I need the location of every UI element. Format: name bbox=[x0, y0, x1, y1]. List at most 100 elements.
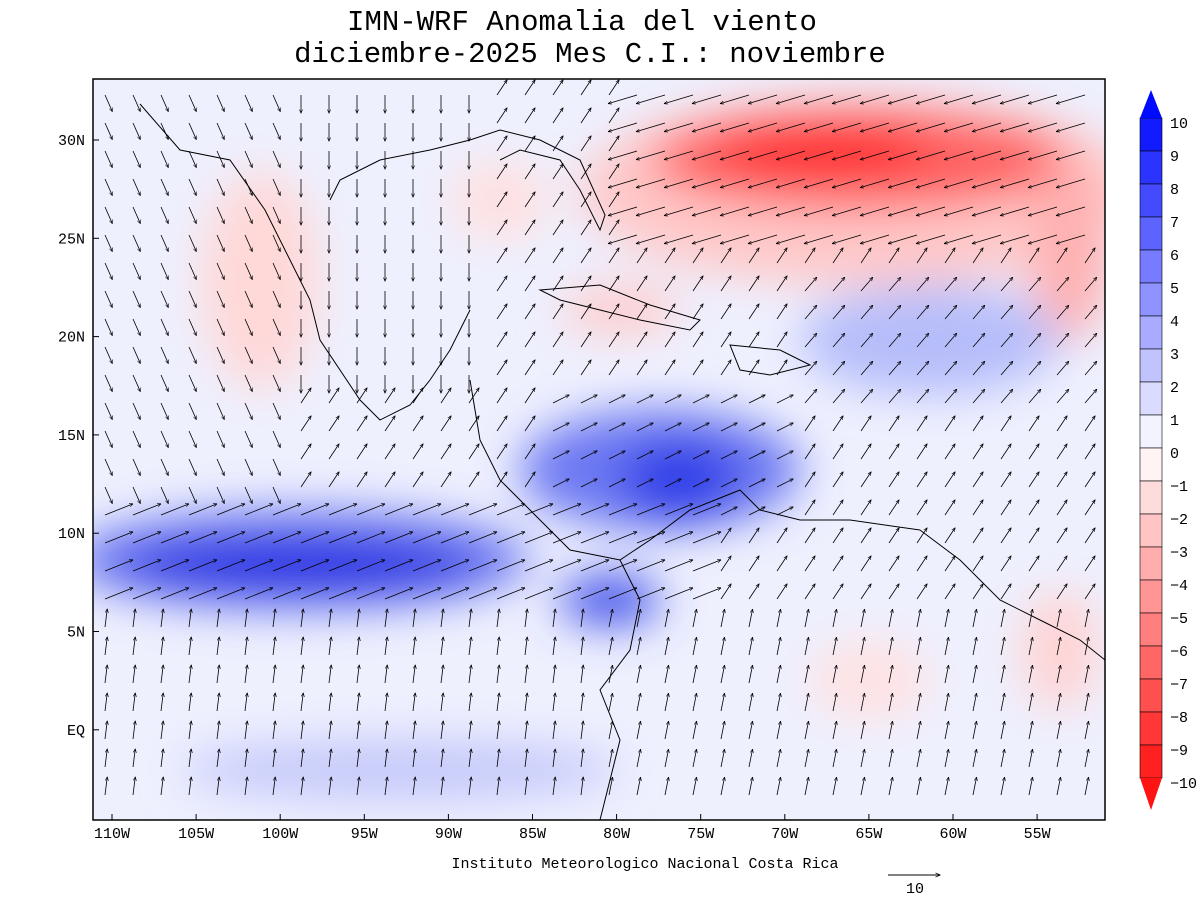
wind-arrow bbox=[972, 665, 977, 684]
wind-arrow bbox=[1000, 528, 1011, 544]
colorbar-band bbox=[1139, 678, 1163, 713]
wind-arrow bbox=[1000, 333, 1013, 348]
wind-arrow bbox=[888, 234, 918, 244]
wind-arrow bbox=[664, 693, 669, 712]
wind-arrow bbox=[132, 486, 140, 503]
wind-arrow bbox=[692, 588, 721, 600]
wind-arrow bbox=[1056, 777, 1061, 796]
wind-arrow bbox=[468, 588, 497, 600]
wind-arrow bbox=[776, 395, 793, 404]
wind-arrow bbox=[1056, 333, 1069, 348]
wind-arrow bbox=[692, 423, 709, 432]
wind-arrow bbox=[888, 94, 918, 104]
wind-arrow bbox=[916, 556, 927, 572]
wind-arrow bbox=[1028, 721, 1033, 740]
wind-arrow bbox=[188, 318, 196, 335]
wind-arrow bbox=[496, 444, 507, 460]
wind-arrow bbox=[328, 472, 339, 488]
wind-arrow bbox=[1084, 248, 1095, 264]
wind-arrow bbox=[132, 206, 140, 223]
wind-arrow bbox=[188, 777, 191, 796]
wind-arrow bbox=[160, 122, 168, 139]
wind-arrow bbox=[104, 318, 112, 335]
wind-arrow bbox=[104, 560, 133, 572]
wind-arrow bbox=[524, 220, 535, 236]
wind-arrow bbox=[216, 458, 224, 475]
wind-arrow bbox=[664, 665, 669, 684]
wind-arrow bbox=[692, 693, 697, 712]
wind-arrow bbox=[1028, 416, 1039, 432]
wind-arrow bbox=[356, 777, 359, 796]
wind-arrow bbox=[1000, 500, 1011, 516]
wind-arrow bbox=[1056, 206, 1086, 216]
wind-arrow bbox=[664, 276, 675, 292]
colorbar-band bbox=[1139, 744, 1163, 779]
wind-arrow bbox=[804, 416, 815, 432]
wind-arrow bbox=[160, 290, 168, 307]
colorbar-band bbox=[1139, 315, 1163, 350]
wind-arrow bbox=[888, 665, 893, 684]
map-frame bbox=[92, 78, 1106, 821]
wind-arrow bbox=[1056, 609, 1061, 628]
wind-arrow bbox=[244, 262, 252, 279]
wind-arrow bbox=[664, 248, 675, 264]
wind-arrow bbox=[384, 721, 387, 740]
wind-arrow bbox=[636, 332, 647, 348]
wind-arrow bbox=[160, 262, 168, 279]
wind-arrow bbox=[440, 472, 451, 488]
wind-arrow bbox=[188, 150, 196, 167]
wind-arrow bbox=[188, 290, 196, 307]
wind-arrow bbox=[468, 416, 479, 432]
wind-arrow bbox=[188, 178, 196, 195]
wind-arrow bbox=[104, 637, 107, 656]
wind-arrow bbox=[300, 588, 329, 600]
wind-arrow bbox=[104, 150, 112, 167]
y-tick-label: 15N bbox=[58, 428, 85, 445]
wind-arrow bbox=[916, 472, 927, 488]
wind-arrow bbox=[1084, 721, 1089, 740]
colorbar-band bbox=[1139, 546, 1163, 581]
wind-arrow bbox=[944, 777, 949, 796]
wind-arrow bbox=[524, 749, 527, 768]
wind-arrow bbox=[720, 507, 737, 516]
wind-arrow bbox=[748, 665, 753, 684]
wind-arrow bbox=[552, 504, 581, 516]
wind-arrow bbox=[216, 777, 219, 796]
colorbar-band bbox=[1139, 348, 1163, 383]
colorbar-label: −10 bbox=[1170, 776, 1197, 793]
wind-arrow bbox=[216, 609, 219, 628]
wind-arrow bbox=[1000, 248, 1011, 264]
wind-arrow bbox=[608, 360, 619, 376]
wind-arrow bbox=[300, 777, 303, 796]
wind-arrow bbox=[636, 777, 641, 796]
wind-arrow bbox=[608, 248, 619, 264]
wind-arrow bbox=[328, 532, 357, 544]
wind-arrow bbox=[664, 749, 669, 768]
wind-arrow bbox=[832, 609, 837, 628]
wind-arrow bbox=[216, 234, 224, 251]
wind-arrow bbox=[132, 178, 140, 195]
wind-arrow bbox=[440, 609, 443, 628]
wind-arrow bbox=[608, 749, 613, 768]
wind-arrow bbox=[580, 136, 591, 152]
wind-arrow bbox=[944, 472, 955, 488]
wind-arrow bbox=[356, 444, 367, 460]
wind-arrow bbox=[860, 693, 865, 712]
wind-arrow bbox=[748, 332, 759, 348]
wind-arrow bbox=[832, 206, 862, 216]
wind-arrow bbox=[832, 277, 845, 292]
colorbar-label: 4 bbox=[1170, 314, 1179, 331]
wind-arrow bbox=[580, 248, 591, 264]
wind-arrow bbox=[1028, 277, 1041, 292]
wind-arrow bbox=[1084, 416, 1095, 432]
wind-arrow bbox=[608, 192, 619, 208]
wind-arrow bbox=[132, 777, 135, 796]
wind-arrow bbox=[664, 637, 669, 656]
wind-arrow bbox=[496, 192, 507, 208]
colorbar-label: 10 bbox=[1170, 116, 1188, 133]
wind-arrow bbox=[1000, 94, 1030, 104]
wind-arrow bbox=[692, 360, 703, 376]
wind-arrow bbox=[440, 444, 451, 460]
wind-arrow bbox=[328, 721, 331, 740]
wind-arrow bbox=[440, 721, 443, 740]
